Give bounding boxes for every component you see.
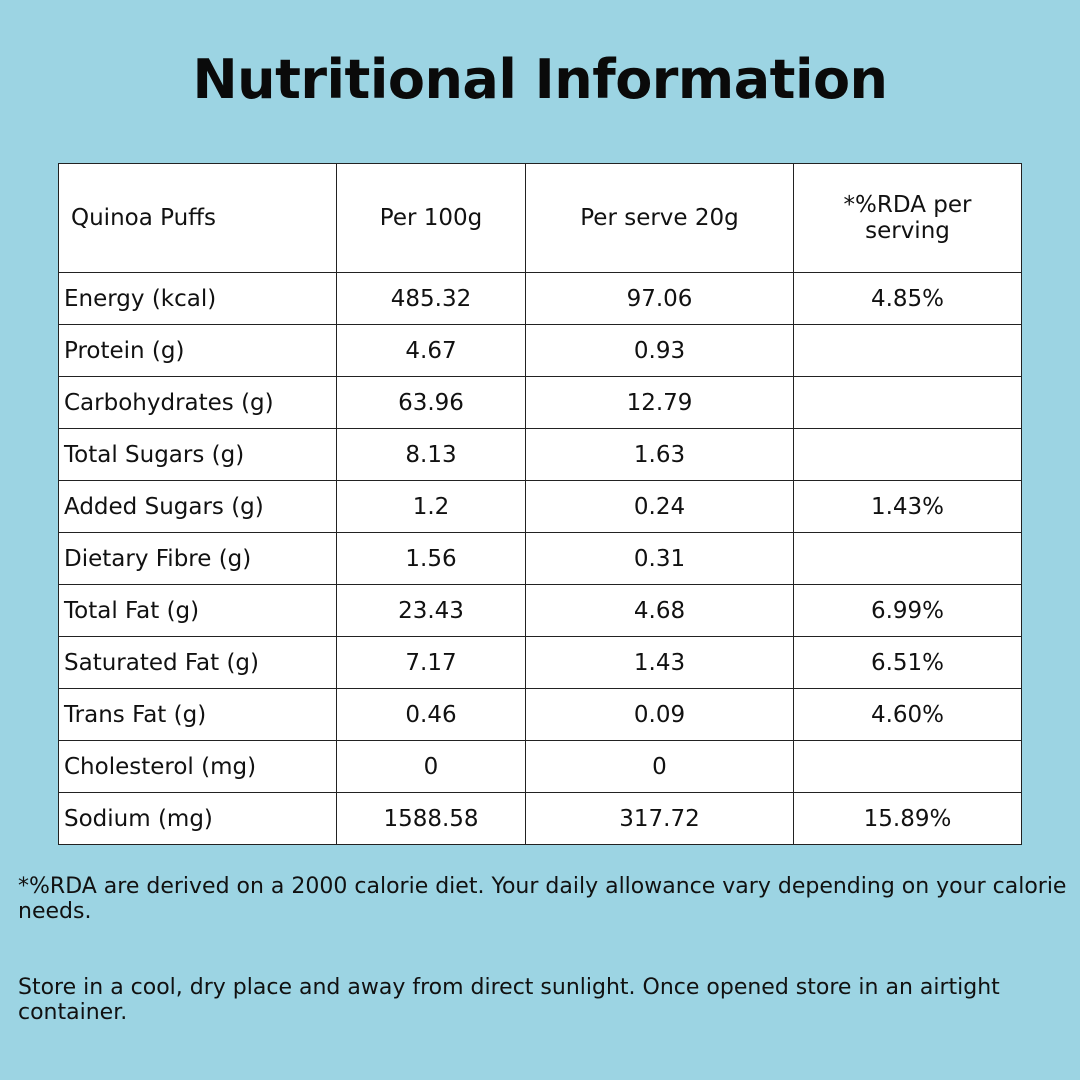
- header-per-serve: Per serve 20g: [525, 163, 794, 273]
- nutrient-label: Cholesterol (mg): [58, 740, 337, 793]
- table-header-row: Quinoa Puffs Per 100g Per serve 20g *%RD…: [58, 163, 1022, 273]
- per-100g-value: 0.46: [336, 688, 526, 741]
- nutrient-label: Carbohydrates (g): [58, 376, 337, 429]
- table-row: Protein (g) 4.67 0.93: [58, 324, 1022, 377]
- table-row: Added Sugars (g) 1.2 0.24 1.43%: [58, 480, 1022, 533]
- storage-instructions: Store in a cool, dry place and away from…: [18, 975, 1000, 1025]
- table-row: Energy (kcal) 485.32 97.06 4.85%: [58, 272, 1022, 325]
- rda-value: [793, 532, 1022, 585]
- per-serve-value: 0.93: [525, 324, 794, 377]
- rda-value: 4.60%: [793, 688, 1022, 741]
- nutrient-label: Dietary Fibre (g): [58, 532, 337, 585]
- table-row: Total Sugars (g) 8.13 1.63: [58, 428, 1022, 481]
- table-row: Dietary Fibre (g) 1.56 0.31: [58, 532, 1022, 585]
- per-100g-value: 1.56: [336, 532, 526, 585]
- per-serve-value: 0: [525, 740, 794, 793]
- table-row: Sodium (mg) 1588.58 317.72 15.89%: [58, 792, 1022, 845]
- nutrient-label: Saturated Fat (g): [58, 636, 337, 689]
- table-row: Carbohydrates (g) 63.96 12.79: [58, 376, 1022, 429]
- per-100g-value: 1.2: [336, 480, 526, 533]
- table-row: Saturated Fat (g) 7.17 1.43 6.51%: [58, 636, 1022, 689]
- rda-value: [793, 740, 1022, 793]
- per-100g-value: 63.96: [336, 376, 526, 429]
- rda-value: 6.51%: [793, 636, 1022, 689]
- table-row: Cholesterol (mg) 0 0: [58, 740, 1022, 793]
- nutrient-label: Sodium (mg): [58, 792, 337, 845]
- per-serve-value: 12.79: [525, 376, 794, 429]
- per-100g-value: 485.32: [336, 272, 526, 325]
- rda-value: 1.43%: [793, 480, 1022, 533]
- nutrient-label: Total Fat (g): [58, 584, 337, 637]
- page-title: Nutritional Information: [192, 48, 888, 111]
- rda-value: 15.89%: [793, 792, 1022, 845]
- nutrient-label: Added Sugars (g): [58, 480, 337, 533]
- per-100g-value: 7.17: [336, 636, 526, 689]
- header-product-name: Quinoa Puffs: [58, 163, 337, 273]
- per-100g-value: 0: [336, 740, 526, 793]
- table-row: Total Fat (g) 23.43 4.68 6.99%: [58, 584, 1022, 637]
- rda-footnote: *%RDA are derived on a 2000 calorie diet…: [18, 874, 1067, 924]
- per-serve-value: 317.72: [525, 792, 794, 845]
- rda-value: 4.85%: [793, 272, 1022, 325]
- nutrition-table: Quinoa Puffs Per 100g Per serve 20g *%RD…: [58, 163, 1022, 845]
- per-100g-value: 4.67: [336, 324, 526, 377]
- header-rda: *%RDA per serving: [793, 163, 1022, 273]
- per-100g-value: 1588.58: [336, 792, 526, 845]
- header-per-100g: Per 100g: [336, 163, 526, 273]
- per-serve-value: 0.24: [525, 480, 794, 533]
- rda-value: [793, 376, 1022, 429]
- per-serve-value: 1.43: [525, 636, 794, 689]
- rda-value: [793, 324, 1022, 377]
- per-serve-value: 0.09: [525, 688, 794, 741]
- per-100g-value: 23.43: [336, 584, 526, 637]
- nutrient-label: Total Sugars (g): [58, 428, 337, 481]
- per-100g-value: 8.13: [336, 428, 526, 481]
- nutrient-label: Trans Fat (g): [58, 688, 337, 741]
- nutrient-label: Energy (kcal): [58, 272, 337, 325]
- table-row: Trans Fat (g) 0.46 0.09 4.60%: [58, 688, 1022, 741]
- rda-value: 6.99%: [793, 584, 1022, 637]
- per-serve-value: 1.63: [525, 428, 794, 481]
- per-serve-value: 97.06: [525, 272, 794, 325]
- rda-value: [793, 428, 1022, 481]
- nutrient-label: Protein (g): [58, 324, 337, 377]
- per-serve-value: 0.31: [525, 532, 794, 585]
- per-serve-value: 4.68: [525, 584, 794, 637]
